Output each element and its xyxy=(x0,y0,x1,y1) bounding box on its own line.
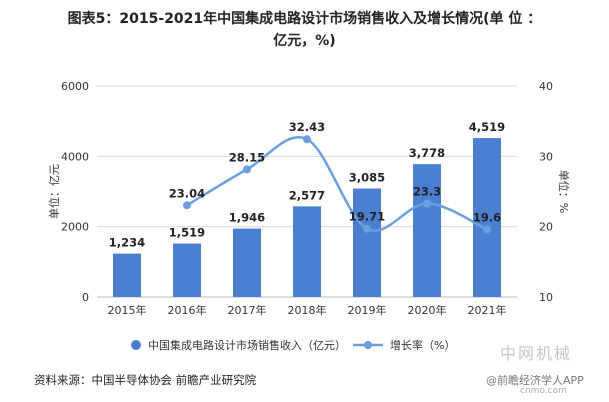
growth-rate-point xyxy=(483,225,491,234)
bar-data-label: 3,085 xyxy=(349,171,385,185)
line-data-label: 23.3 xyxy=(413,184,441,198)
x-tick-label: 2016年 xyxy=(168,303,207,317)
bar xyxy=(353,188,381,297)
y-left-tick-label: 2000 xyxy=(61,221,89,234)
y-left-axis-title: 单位：亿元 xyxy=(47,164,61,219)
bar xyxy=(473,138,501,297)
line-data-label: 23.04 xyxy=(169,186,205,200)
bar-data-label: 4,519 xyxy=(469,120,505,134)
legend-line-marker-dot xyxy=(364,341,372,349)
legend-bar-label: 中国集成电路设计市场销售收入（亿元） xyxy=(148,338,346,352)
x-tick-label: 2018年 xyxy=(288,303,327,317)
x-tick-label: 2020年 xyxy=(408,303,447,317)
bar xyxy=(293,206,321,297)
y-right-tick-label: 30 xyxy=(539,150,553,163)
line-data-label: 28.15 xyxy=(229,150,265,164)
bar-data-label: 1,946 xyxy=(229,211,265,225)
y-left-tick-label: 6000 xyxy=(61,80,89,93)
growth-rate-point xyxy=(243,165,251,174)
title-line-1: 图表5：2015-2021年中国集成电路设计市场销售收入及增长情况(单 位 ： xyxy=(67,11,542,27)
bar-data-label: 1,519 xyxy=(169,226,205,240)
title-line-2: 亿元，%) xyxy=(273,33,336,49)
y-right-tick-label: 10 xyxy=(539,291,553,304)
chart-title: 图表5：2015-2021年中国集成电路设计市场销售收入及增长情况(单 位 ： … xyxy=(0,8,609,52)
x-tick-label: 2019年 xyxy=(348,303,387,317)
x-tick-label: 2015年 xyxy=(108,303,147,317)
bar xyxy=(413,164,441,297)
growth-rate-point xyxy=(363,224,371,233)
y-left-tick-label: 4000 xyxy=(61,150,89,163)
bar xyxy=(233,228,261,297)
x-tick-label: 2021年 xyxy=(468,303,507,317)
line-data-label: 19.71 xyxy=(349,210,385,224)
watermark-logo: 中网机械 xyxy=(500,344,573,363)
legend-line-label: 增长率（%） xyxy=(390,338,455,352)
bar-data-label: 1,234 xyxy=(109,236,145,250)
y-right-tick-label: 20 xyxy=(539,221,553,234)
line-data-label: 19.6 xyxy=(473,210,501,224)
bar-data-label: 2,577 xyxy=(289,188,325,202)
watermark-app: @前瞻经济学人APP xyxy=(486,374,584,387)
growth-rate-point xyxy=(423,199,431,208)
legend-bar-marker xyxy=(131,340,141,350)
y-right-tick-label: 40 xyxy=(539,80,553,93)
y-right-axis-title: 单位：% xyxy=(557,170,571,213)
growth-rate-point xyxy=(183,201,191,210)
bar-data-label: 3,778 xyxy=(409,146,445,160)
bar xyxy=(113,253,141,297)
line-data-label: 32.43 xyxy=(289,120,325,134)
growth-rate-point xyxy=(303,135,311,144)
x-tick-label: 2017年 xyxy=(228,303,267,317)
source-note: 资料来源：中国半导体协会 前瞻产业研究院 xyxy=(34,373,257,387)
watermark-url: cnmo.com xyxy=(520,386,567,396)
y-left-tick-label: 0 xyxy=(82,291,89,304)
bar xyxy=(173,243,201,297)
